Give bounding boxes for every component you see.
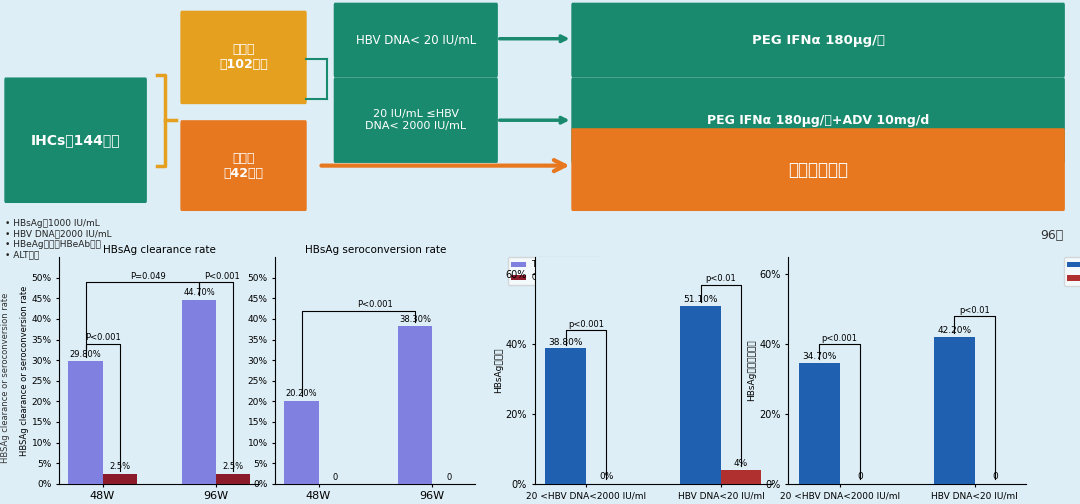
- Text: 2.5%: 2.5%: [109, 463, 130, 471]
- Text: 0%: 0%: [599, 472, 613, 481]
- Text: 20.20%: 20.20%: [286, 390, 318, 399]
- FancyBboxPatch shape: [180, 11, 307, 104]
- Bar: [680, 305, 721, 484]
- Text: 0: 0: [333, 473, 338, 482]
- Y-axis label: HBsAg血清学转换率: HBsAg血清学转换率: [747, 340, 756, 401]
- Y-axis label: HBSAg clearance or seroconversion rate: HBSAg clearance or seroconversion rate: [19, 285, 29, 456]
- Text: 96周: 96周: [1040, 229, 1064, 241]
- Text: PEG IFNα 180μg/周+ADV 10mg/d: PEG IFNα 180μg/周+ADV 10mg/d: [707, 114, 929, 127]
- Text: P<0.001: P<0.001: [204, 272, 240, 281]
- Text: 34.70%: 34.70%: [802, 352, 837, 361]
- Bar: [399, 326, 432, 484]
- Text: P=0.049: P=0.049: [130, 272, 166, 281]
- Bar: [934, 337, 975, 484]
- Bar: [103, 474, 136, 484]
- Text: p<0.001: p<0.001: [568, 320, 604, 329]
- Text: HBSAg clearance or seroconversion rate: HBSAg clearance or seroconversion rate: [1, 293, 10, 463]
- Text: 51.10%: 51.10%: [684, 295, 718, 304]
- Text: 4%: 4%: [734, 459, 748, 468]
- Text: P<0.001: P<0.001: [357, 300, 393, 309]
- FancyBboxPatch shape: [571, 128, 1065, 211]
- Legend: Treatment group, Control group: Treatment group, Control group: [508, 257, 599, 285]
- Bar: [68, 361, 103, 484]
- Text: p<0.001: p<0.001: [822, 334, 858, 343]
- Text: p<0.01: p<0.01: [705, 274, 737, 283]
- Text: PEG IFNα 180μg/周: PEG IFNα 180μg/周: [752, 34, 885, 46]
- Text: 38.80%: 38.80%: [549, 338, 583, 347]
- Text: 29.80%: 29.80%: [69, 350, 102, 359]
- FancyBboxPatch shape: [571, 78, 1065, 163]
- Legend: 治疗组, 对照组: 治疗组, 对照组: [1064, 257, 1080, 286]
- Bar: [545, 348, 585, 484]
- Text: 0: 0: [446, 473, 451, 482]
- Bar: [183, 299, 216, 484]
- Text: • HBsAg＜1000 IU/mL
• HBV DNA＜2000 IU/mL
• HBeAg阴性，HBeAb阳性
• ALT正常: • HBsAg＜1000 IU/mL • HBV DNA＜2000 IU/mL …: [5, 219, 112, 259]
- Y-axis label: HBsAg消除率: HBsAg消除率: [494, 348, 502, 393]
- FancyBboxPatch shape: [180, 120, 307, 211]
- Text: p<0.01: p<0.01: [959, 305, 990, 314]
- FancyBboxPatch shape: [4, 78, 147, 203]
- Text: HBV DNA< 20 IU/mL: HBV DNA< 20 IU/mL: [355, 34, 476, 46]
- FancyBboxPatch shape: [334, 3, 498, 78]
- Title: HBsAg clearance rate: HBsAg clearance rate: [103, 245, 216, 255]
- Text: 0: 0: [993, 472, 998, 481]
- Text: 42.20%: 42.20%: [937, 326, 972, 335]
- Title: HBsAg seroconversion rate: HBsAg seroconversion rate: [305, 245, 446, 255]
- FancyBboxPatch shape: [334, 78, 498, 163]
- Text: 治疗组
（102例）: 治疗组 （102例）: [219, 43, 268, 72]
- Bar: [799, 363, 840, 484]
- Text: 0: 0: [858, 472, 863, 481]
- Text: 对照组
（42例）: 对照组 （42例）: [224, 152, 264, 179]
- Text: 44.70%: 44.70%: [184, 288, 215, 297]
- Text: IHCs（144例）: IHCs（144例）: [31, 133, 120, 147]
- Bar: [721, 470, 761, 484]
- Text: P<0.001: P<0.001: [84, 333, 120, 342]
- Bar: [216, 474, 251, 484]
- FancyBboxPatch shape: [571, 3, 1065, 78]
- Text: 38.30%: 38.30%: [399, 315, 431, 324]
- Bar: [284, 401, 319, 484]
- Text: 未治疗仅随访: 未治疗仅随访: [788, 161, 848, 178]
- Text: 2.5%: 2.5%: [222, 463, 244, 471]
- Text: 20 IU/mL ≤HBV
DNA< 2000 IU/mL: 20 IU/mL ≤HBV DNA< 2000 IU/mL: [365, 109, 467, 131]
